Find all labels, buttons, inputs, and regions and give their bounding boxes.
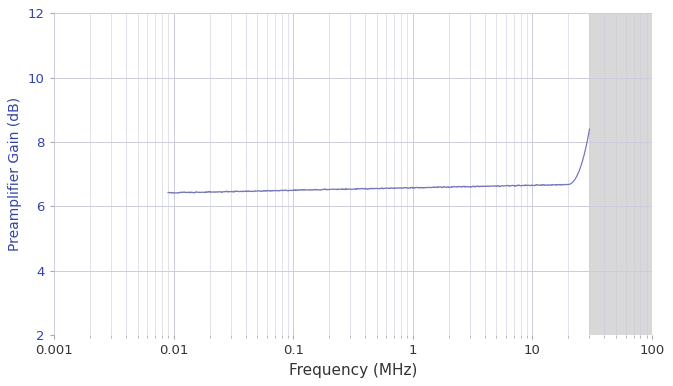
Bar <box>590 14 652 335</box>
Y-axis label: Preamplifier Gain (dB): Preamplifier Gain (dB) <box>8 97 22 251</box>
X-axis label: Frequency (MHz): Frequency (MHz) <box>289 363 417 378</box>
